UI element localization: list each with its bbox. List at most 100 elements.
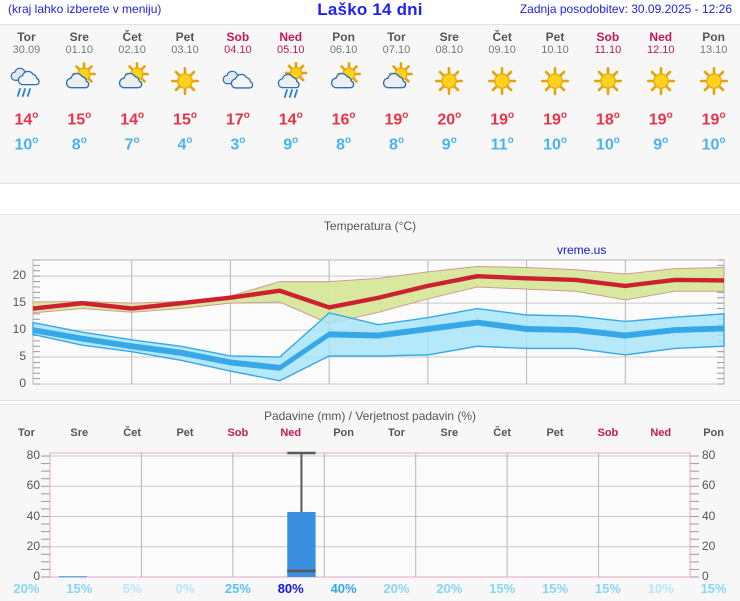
precipitation-probability-label: 10% [647,581,674,596]
precipitation-chart-svg [41,451,699,578]
temperature-min: 7o [124,135,140,154]
temperature-y-tick: 0 [19,376,26,390]
forecast-day-column[interactable]: Pon 13.10 19o 10o [687,25,740,183]
temperature-max: 18o [595,110,620,129]
temperature-chart-title: Temperatura (°C) [323,219,417,233]
day-date: 05.10 [276,44,305,56]
precipitation-day-label: Čet [493,427,512,439]
sunny-icon [482,58,522,104]
top-bar: (kraj lahko izberete v meniju) Laško 14 … [0,0,740,22]
forecast-day-column[interactable]: Tor 30.09 14o 10o [0,25,53,183]
temperature-min: 9o [441,135,457,154]
sunny-icon [165,58,205,104]
day-name: Sre [69,30,89,44]
precipitation-day-label: Ned [280,427,302,439]
day-name: Čet [492,30,512,44]
precipitation-day-label: Sob [227,427,249,439]
forecast-day-column[interactable]: Sob 11.10 18o 10o [581,25,634,183]
forecast-day-column[interactable]: Čet 02.10 14o 7o [106,25,159,183]
forecast-day-column[interactable]: Sre 08.10 20o 9o [423,25,476,183]
temperature-min: 4o [177,135,193,154]
precipitation-day-label: Sre [440,427,459,439]
day-name: Tor [17,30,36,44]
precipitation-probability-label: 40% [330,581,357,596]
precipitation-probability-label: 15% [700,581,727,596]
vreme-us-watermark[interactable]: vreme.us [557,243,607,257]
temperature-y-tick: 15 [12,295,26,310]
temperature-y-tick: 20 [12,268,26,283]
precipitation-chart-title: Padavine (mm) / Verjetnost padavin (%) [263,409,477,423]
temperature-max: 19o [384,110,409,129]
precipitation-probability-label: 25% [224,581,251,596]
precipitation-y-tick-right: 20 [702,538,716,553]
last-update-text: Zadnja posodobitev: 30.09.2025 - 12:26 [519,2,732,16]
precipitation-day-label: Pet [176,427,194,439]
temperature-max: 19o [543,110,567,129]
precipitation-probability-label: 0% [175,581,195,596]
forecast-day-column[interactable]: Pet 03.10 15o 4o [159,25,212,183]
precipitation-probability-row: 20% 15% 5% 0% 25% 80% 40% 20% 20% 15% 15% 15% 10% 15% [0,581,740,599]
precipitation-probability-label: 20% [436,581,463,596]
precipitation-day-label: Tor [17,427,35,439]
forecast-day-column[interactable]: Pon 06.10 16o 8o [317,25,370,183]
day-name: Ned [649,30,673,44]
page-title: Laško 14 dni [317,0,423,19]
partly-cloudy-icon [324,58,364,104]
temperature-y-tick: 10 [12,322,26,337]
forecast-day-column[interactable]: Tor 07.10 19o 8o [370,25,423,183]
precipitation-day-labels: Tor Sre Čet Pet Sob Ned Pon Tor Sre Čet Pet Sob Ned P… [0,427,740,443]
forecast-day-column[interactable]: Ned 12.10 19o 9o [634,25,687,183]
forecast-day-column[interactable]: Sob 04.10 17o 3o [211,25,264,183]
day-name: Pon [332,30,355,44]
day-date: 12.10 [646,44,675,56]
precipitation-probability-label: 80% [277,581,304,596]
temperature-min: 8o [388,135,404,154]
sunny-icon [588,58,628,104]
day-date: 13.10 [699,44,728,56]
day-name: Ned [279,30,303,44]
temperature-max: 20o [437,110,462,129]
day-date: 08.10 [435,44,464,56]
partly-cloudy-icon [376,58,416,104]
precipitation-y-tick-right: 40 [702,508,716,523]
precipitation-y-tick-left: 0 [33,569,40,583]
precipitation-y-tick-right: 60 [702,478,716,493]
temperature-max: 15o [67,110,92,129]
forecast-day-column[interactable]: Sre 01.10 15o 8o [53,25,106,183]
day-date: 04.10 [224,44,252,56]
temperature-min: 11o [490,135,514,154]
day-date: 01.10 [65,44,94,56]
temperature-max: 15o [173,110,197,129]
precipitation-day-label: Pet [546,427,564,439]
precipitation-day-label: Sre [70,427,89,439]
day-name: Pon [702,30,725,44]
precipitation-probability-label: 20% [383,581,410,596]
day-name: Sob [596,30,620,44]
precipitation-probability-label: 5% [122,581,142,596]
temperature-chart-panel: Temperatura (°C) vreme.us 0 5 10 15 20 [0,214,740,401]
cloudy-icon [218,58,258,104]
day-name: Čet [122,30,142,44]
forecast-strip-panel: Tor 30.09 14o 10o Sre 01.10 15o 8o Čet 02.10 14o 7o… [0,24,740,184]
day-date: 09.10 [488,44,516,56]
forecast-day-column[interactable]: Ned 05.10 14o 9o [264,25,317,183]
day-date: 30.09 [12,44,41,56]
temperature-max: 14o [278,110,303,129]
precipitation-y-tick-left: 20 [26,538,40,553]
day-date: 11.10 [594,44,622,56]
precipitation-y-tick-left: 40 [26,508,40,523]
forecast-day-column[interactable]: Pet 10.10 19o 10o [529,25,582,183]
forecast-day-column[interactable]: Čet 09.10 19o 11o [476,25,529,183]
day-name: Pet [175,30,195,44]
day-date: 03.10 [171,44,199,56]
day-date: 06.10 [329,44,358,56]
precipitation-day-label: Sob [597,427,619,439]
temperature-chart-svg [32,259,725,385]
precipitation-day-label: Pon [333,427,354,439]
temperature-max: 14o [14,110,39,129]
sunny-icon [535,58,575,104]
temperature-min: 9o [653,135,669,154]
sunny-icon [641,58,681,104]
day-date: 02.10 [118,44,146,56]
